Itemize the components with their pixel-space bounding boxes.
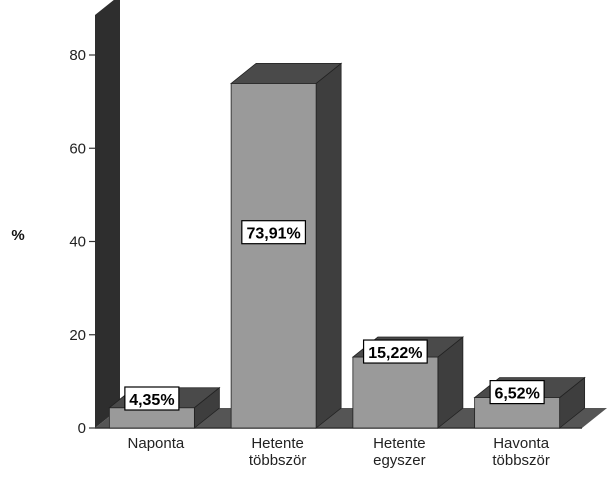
data-label: 6,52% [489, 380, 545, 405]
left-wall [95, 0, 120, 428]
y-tick-label: 60 [69, 140, 86, 157]
data-label-box [362, 339, 428, 364]
y-tick-label: 80 [69, 47, 86, 64]
bar-side [315, 62, 342, 429]
y-tick-label: 20 [69, 327, 86, 344]
data-label-text: 6,52% [494, 386, 539, 403]
bars [108, 62, 586, 429]
y-tick-label: 0 [78, 420, 86, 437]
data-label-box [241, 220, 307, 245]
data-labels: 4,35% 73,91% 15,22% 6,52% [124, 220, 545, 411]
data-label-text: 15,22% [368, 345, 422, 362]
x-axis-categories: Naponta Hetente többször Hetente egyszer Havo… [128, 435, 550, 469]
bar-front [352, 356, 439, 429]
y-tick-label: 40 [69, 234, 86, 251]
data-label-box [489, 380, 545, 405]
chart-walls [95, 0, 607, 429]
x-tick-label: Naponta [128, 435, 185, 452]
bar [229, 62, 343, 429]
data-label-box [124, 386, 180, 411]
x-tick-label: Havonta többször [492, 435, 550, 469]
x-tick-label: Hetente egyszer [373, 435, 426, 469]
bar-front [108, 407, 195, 429]
y-axis-label: % [11, 227, 24, 244]
bar-top [229, 62, 343, 84]
data-label-text: 4,35% [129, 392, 174, 409]
data-label: 73,91% [241, 220, 307, 245]
data-label-text: 73,91% [246, 226, 300, 243]
y-axis: 0 20 40 60 80 [69, 47, 95, 437]
data-label: 4,35% [124, 386, 180, 411]
bar-front [230, 82, 317, 429]
x-tick-label: Hetente többször [249, 435, 307, 469]
data-label: 15,22% [362, 339, 428, 364]
